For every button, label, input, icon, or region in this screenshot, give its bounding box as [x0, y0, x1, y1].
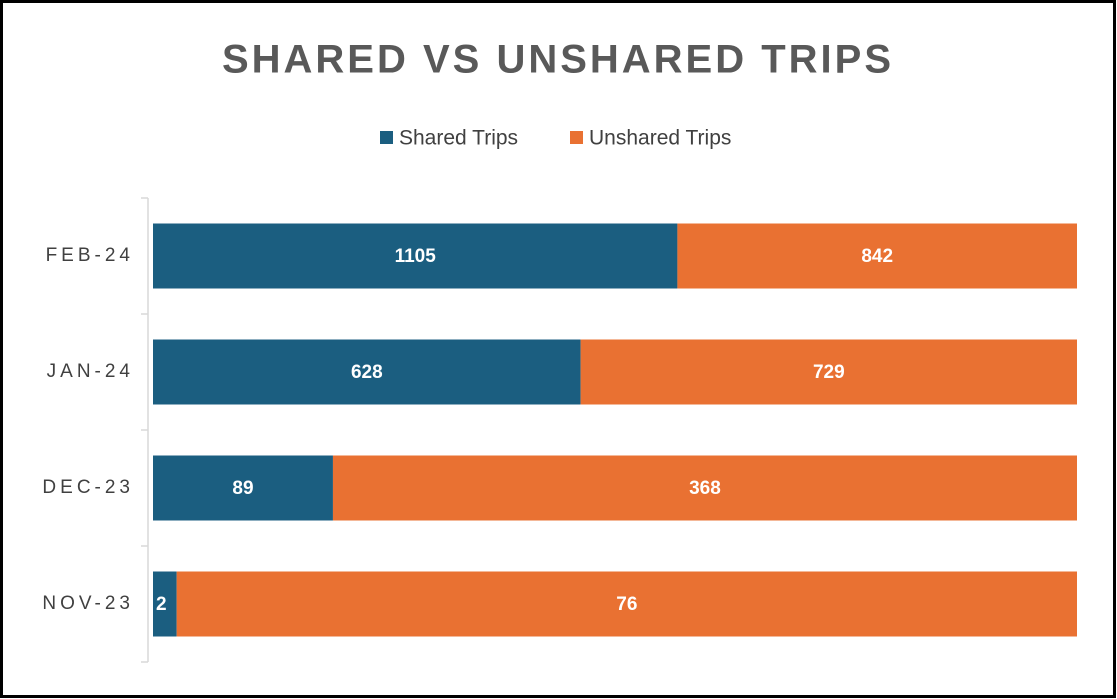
bar-segment [153, 455, 333, 521]
data-label: 76 [616, 594, 637, 615]
data-label: 729 [813, 362, 845, 383]
bar-segment [176, 571, 1077, 637]
legend-label: Unshared Trips [589, 127, 731, 150]
y-tick-label: NOV-23 [42, 593, 134, 614]
data-label: 628 [351, 362, 383, 383]
data-label: 2 [156, 594, 167, 615]
data-label: 1105 [395, 246, 437, 267]
legend-swatch [570, 131, 583, 144]
bar-segment [332, 455, 1077, 521]
bar-segment [153, 223, 678, 289]
bar-segment [153, 571, 177, 637]
y-tick-label: DEC-23 [42, 477, 134, 498]
legend-label: Shared Trips [399, 127, 518, 150]
data-label: 89 [232, 478, 253, 499]
bar-segment [677, 223, 1077, 289]
chart-title: SHARED VS UNSHARED TRIPS [222, 38, 894, 82]
data-label: 842 [861, 246, 893, 267]
bar-segment [153, 339, 581, 405]
data-label: 368 [689, 478, 721, 499]
y-tick-label: JAN-24 [47, 361, 134, 382]
legend-swatch [380, 131, 393, 144]
bar-segment [580, 339, 1077, 405]
y-tick-label: FEB-24 [46, 245, 134, 266]
